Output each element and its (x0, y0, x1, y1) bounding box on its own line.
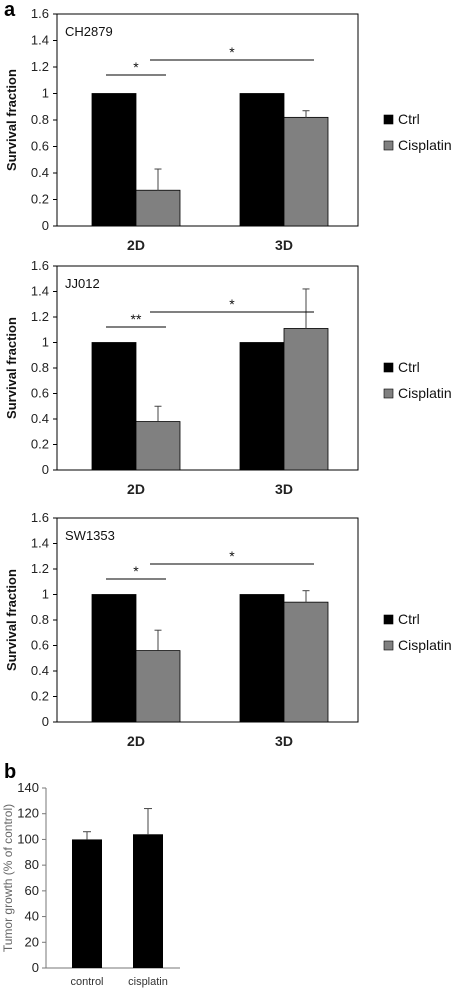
y-tick-label: 1.4 (31, 284, 49, 299)
legend-label-cisplatin: Cisplatin (398, 385, 452, 401)
y-tick-label: 1.4 (31, 536, 49, 551)
bar-2d-ctrl (91, 342, 137, 471)
y-tick-label: 0.4 (31, 663, 49, 678)
y-tick-label: 0 (42, 218, 49, 233)
y-tick-label: 0.2 (31, 437, 49, 452)
x-category-label: 3D (275, 481, 293, 497)
y-tick-label: 1.6 (31, 6, 49, 21)
significance-marker: * (133, 59, 139, 75)
bar-3d-cisplatin (283, 116, 329, 227)
legend-swatch-cisplatin (383, 388, 394, 399)
significance-marker: * (229, 296, 235, 312)
x-category-label: 2D (127, 481, 145, 497)
x-category-label: 2D (127, 237, 145, 253)
y-tick-label: 1.6 (31, 510, 49, 525)
bar-2d-cisplatin (135, 189, 181, 227)
chart-title: SW1353 (65, 528, 115, 543)
legend-swatch-cisplatin (383, 140, 394, 151)
y-tick-label: 0.6 (31, 139, 49, 154)
legend-label-cisplatin: Cisplatin (398, 637, 452, 653)
y-tick-label: 1 (42, 587, 49, 602)
legend-swatch-cisplatin (383, 640, 394, 651)
legend-label-cisplatin: Cisplatin (398, 137, 452, 153)
y-tick-label: 0 (42, 462, 49, 477)
panel-label-a: a (4, 0, 16, 21)
significance-marker: * (133, 563, 139, 579)
y-axis-label: Survival fraction (4, 569, 19, 671)
y-tick-label: 1.6 (31, 258, 49, 273)
bar-cisplatin (133, 834, 163, 968)
bar-control (72, 839, 102, 968)
y-tick-label: 0.4 (31, 411, 49, 426)
bar-2d-ctrl (91, 594, 137, 723)
y-tick-label: 0.6 (31, 638, 49, 653)
legend-label-ctrl: Ctrl (398, 111, 420, 127)
y-tick-label: 140 (17, 780, 39, 795)
y-axis-label: Tumor growth (% of control) (1, 804, 15, 952)
legend-label-ctrl: Ctrl (398, 611, 420, 627)
y-tick-label: 1.2 (31, 309, 49, 324)
bar-3d-cisplatin (283, 601, 329, 723)
y-axis-label: Survival fraction (4, 69, 19, 171)
bar-3d-ctrl (239, 93, 285, 227)
y-tick-label: 0.8 (31, 612, 49, 627)
legend-label-ctrl: Ctrl (398, 359, 420, 375)
y-tick-label: 1.2 (31, 561, 49, 576)
chart-ch2879: 0 0.2 0.4 0.6 0.8 1 1.2 1.4 1.6 Survival fraction… (4, 6, 452, 253)
y-tick-label: 0 (42, 714, 49, 729)
y-tick-label: 1.4 (31, 33, 49, 48)
chart-sw1353: 0 0.2 0.4 0.6 0.8 1 1.2 1.4 1.6 Survival fraction… (4, 510, 452, 749)
x-category-label: 2D (127, 733, 145, 749)
y-axis-label: Survival fraction (4, 317, 19, 419)
y-tick-label: 0.8 (31, 360, 49, 375)
significance-marker: * (229, 44, 235, 60)
y-tick-label: 60 (25, 883, 39, 898)
y-tick-label: 40 (25, 909, 39, 924)
x-category-label: 3D (275, 733, 293, 749)
x-category-label: control (70, 976, 103, 988)
bar-2d-cisplatin (135, 421, 181, 471)
bar-3d-ctrl (239, 342, 285, 471)
legend-swatch-ctrl (383, 362, 394, 373)
y-tick-label: 1 (42, 86, 49, 101)
y-tick-label: 20 (25, 934, 39, 949)
chart-jj012: 0 0.2 0.4 0.6 0.8 1 1.2 1.4 1.6 Survival fraction… (4, 258, 452, 497)
bar-2d-cisplatin (135, 650, 181, 723)
bar-3d-ctrl (239, 594, 285, 723)
bar-3d-cisplatin (283, 328, 329, 471)
y-tick-label: 80 (25, 857, 39, 872)
significance-marker: ** (131, 311, 142, 327)
legend-swatch-ctrl (383, 114, 394, 125)
y-tick-label: 0.2 (31, 689, 49, 704)
y-tick-label: 120 (17, 806, 39, 821)
y-tick-label: 1.2 (31, 59, 49, 74)
panel-label-b: b (4, 761, 16, 783)
y-tick-label: 0.4 (31, 165, 49, 180)
chart-title: CH2879 (65, 24, 113, 39)
y-tick-label: 0.6 (31, 386, 49, 401)
y-tick-label: 1 (42, 335, 49, 350)
y-tick-label: 0 (32, 960, 39, 975)
significance-marker: * (229, 548, 235, 564)
x-category-label: cisplatin (128, 976, 168, 988)
y-tick-label: 100 (17, 831, 39, 846)
y-tick-label: 0.2 (31, 192, 49, 207)
x-category-label: 3D (275, 237, 293, 253)
y-tick-label: 0.8 (31, 112, 49, 127)
chart-title: JJ012 (65, 276, 100, 291)
bar-2d-ctrl (91, 93, 137, 227)
legend-swatch-ctrl (383, 614, 394, 625)
